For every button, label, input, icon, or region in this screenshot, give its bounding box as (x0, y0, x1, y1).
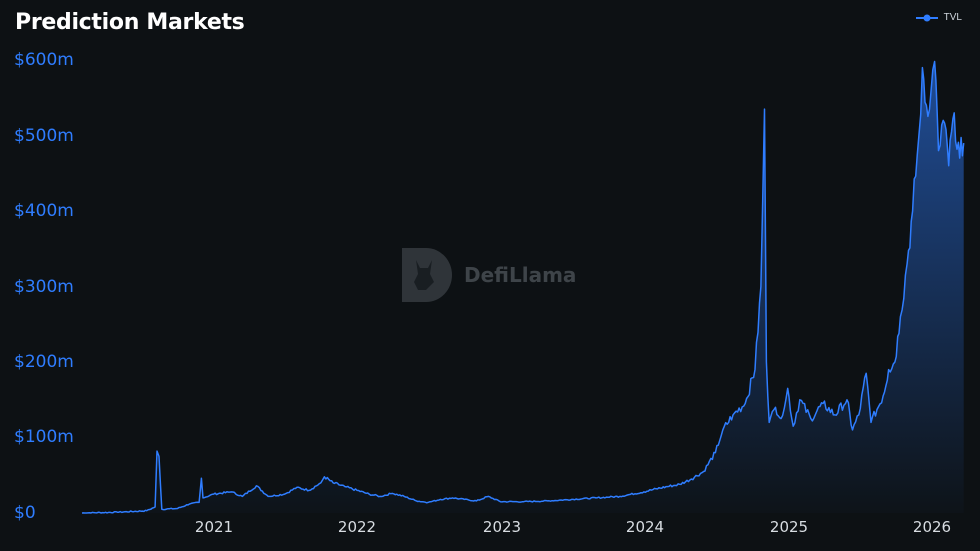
x-tick-label: 2022 (337, 518, 377, 536)
y-tick-label: $300m (14, 277, 74, 297)
y-tick-label: $200m (14, 352, 74, 372)
x-tick-label: 2024 (625, 518, 665, 536)
chart-title: Prediction Markets (15, 10, 245, 35)
y-tick-label: $400m (14, 201, 74, 221)
x-tick-label: 2025 (769, 518, 809, 536)
y-tick-label: $600m (14, 50, 74, 70)
y-tick-label: $0 (14, 503, 36, 523)
watermark: DefiLlama (400, 246, 576, 304)
x-tick-label: 2026 (912, 518, 952, 536)
legend-line-marker-icon (915, 14, 938, 21)
tvl-series-line (81, 60, 965, 514)
legend-label: TVL (943, 12, 962, 23)
y-tick-label: $100m (14, 427, 74, 447)
x-tick-label: 2021 (194, 518, 234, 536)
llama-logo-icon (402, 248, 452, 302)
x-tick-label: 2023 (482, 518, 522, 536)
legend[interactable]: TVL (915, 12, 962, 23)
watermark-text: DefiLlama (464, 263, 577, 287)
y-tick-label: $500m (14, 126, 74, 146)
tvl-area (82, 61, 964, 513)
